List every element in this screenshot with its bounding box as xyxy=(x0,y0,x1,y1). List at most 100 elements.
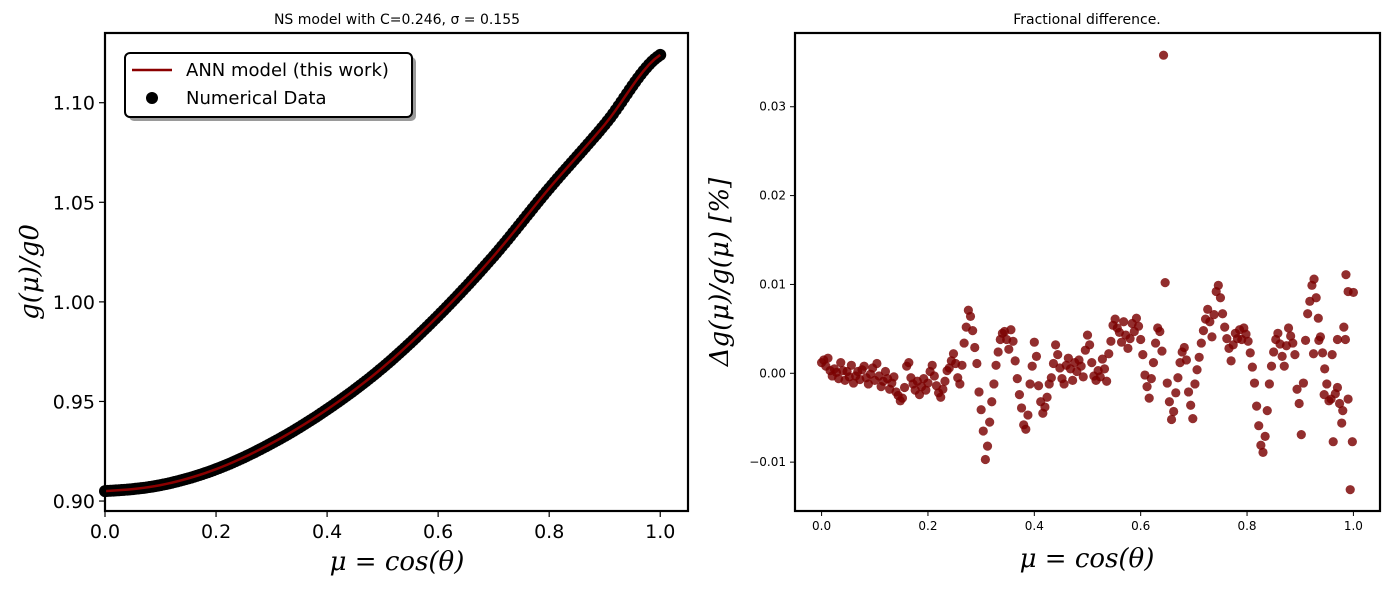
fractional-difference-point xyxy=(1262,406,1272,416)
fractional-difference-point xyxy=(980,454,990,465)
fractional-difference-point xyxy=(1164,397,1174,407)
left-x-ticks: 0.0 0.2 0.4 0.6 0.8 1.0 xyxy=(90,511,675,543)
fractional-difference-point xyxy=(1173,373,1183,383)
legend-label-ann-model: ANN model (this work) xyxy=(186,60,389,81)
fractional-difference-point xyxy=(985,417,995,427)
fractional-difference-point xyxy=(1332,382,1343,393)
fractional-difference-point xyxy=(1166,414,1177,425)
right-y-tick-label: 0.01 xyxy=(759,277,786,291)
fractional-difference-point xyxy=(1334,398,1345,409)
fractional-difference-point xyxy=(1068,375,1078,385)
fractional-difference-point xyxy=(889,372,899,382)
fractional-difference-point xyxy=(880,366,891,377)
fractional-difference-point xyxy=(1010,356,1020,366)
fractional-difference-point xyxy=(923,378,933,388)
fractional-difference-point xyxy=(1345,485,1355,495)
fractional-difference-point xyxy=(1254,421,1264,431)
fractional-difference-point xyxy=(1332,334,1343,345)
fractional-difference-point xyxy=(1119,317,1129,327)
right-plot-area xyxy=(816,50,1359,495)
fractional-difference-point xyxy=(1040,402,1050,412)
fractional-difference-point xyxy=(927,360,937,370)
fractional-difference-point xyxy=(1155,326,1165,337)
fractional-difference-point xyxy=(1169,406,1179,417)
fractional-difference-point xyxy=(1249,378,1260,388)
fractional-difference-point xyxy=(1142,382,1152,392)
fractional-difference-point xyxy=(1110,314,1120,324)
fractional-difference-point xyxy=(944,363,954,373)
fractional-difference-point xyxy=(1288,338,1298,348)
left-x-tick-label: 0.6 xyxy=(423,521,453,543)
fractional-difference-point xyxy=(1311,293,1321,303)
fractional-difference-point xyxy=(836,358,846,368)
fractional-difference-point xyxy=(1337,418,1347,428)
fractional-difference-point xyxy=(1053,350,1063,360)
fractional-difference-point xyxy=(1243,336,1253,346)
left-x-axis-label: μ = cos(θ) xyxy=(330,547,465,577)
fractional-difference-point xyxy=(1283,323,1294,333)
fractional-difference-point xyxy=(1025,379,1035,389)
fractional-difference-point xyxy=(1158,50,1169,60)
fractional-difference-point xyxy=(1269,347,1279,357)
fractional-difference-point xyxy=(1012,374,1022,384)
fractional-difference-point xyxy=(1338,406,1348,416)
fractional-difference-point xyxy=(972,358,982,369)
fractional-difference-point xyxy=(914,390,925,400)
fractional-difference-point xyxy=(1102,376,1112,386)
fractional-difference-point xyxy=(1273,328,1283,338)
fractional-difference-point xyxy=(1006,325,1016,335)
fractional-difference-point xyxy=(1076,361,1086,371)
fractional-difference-point xyxy=(1194,352,1204,362)
fractional-difference-point xyxy=(1303,309,1313,319)
right-y-tick-label: 0.02 xyxy=(759,189,786,203)
left-x-tick-label: 0.8 xyxy=(534,521,564,543)
fractional-difference-point xyxy=(1327,350,1337,360)
fractional-difference-point xyxy=(921,385,931,395)
fractional-difference-point xyxy=(1343,394,1353,404)
fractional-difference-point xyxy=(846,360,856,370)
left-x-tick-label: 0.4 xyxy=(312,521,342,543)
fractional-difference-point xyxy=(1339,322,1349,332)
fractional-difference-point xyxy=(1226,356,1236,366)
fractional-difference-point xyxy=(1116,337,1127,347)
fractional-difference-point xyxy=(1313,313,1323,323)
fractional-difference-point xyxy=(1046,373,1056,383)
fractional-difference-point xyxy=(1029,337,1039,347)
fractional-difference-point xyxy=(936,392,946,402)
fractional-difference-point xyxy=(1247,362,1257,372)
fractional-difference-point xyxy=(1095,372,1105,382)
fractional-difference-point xyxy=(1203,304,1213,314)
left-x-tick-label: 1.0 xyxy=(645,521,675,543)
fractional-difference-point xyxy=(1190,379,1200,389)
fractional-difference-point xyxy=(1104,349,1114,359)
right-y-ticks: −0.01 0.00 0.01 0.02 0.03 xyxy=(749,100,795,469)
left-y-tick-label: 0.95 xyxy=(53,391,95,413)
fractional-difference-point xyxy=(1144,393,1154,403)
fractional-difference-point xyxy=(1314,335,1324,346)
fractional-difference-point xyxy=(1063,353,1073,363)
fractional-difference-point xyxy=(1286,331,1296,341)
fractional-difference-point xyxy=(1042,392,1052,402)
fractional-difference-point xyxy=(1133,321,1144,331)
left-y-axis-label: g(μ)/g0 xyxy=(15,224,45,320)
fractional-difference-point xyxy=(1146,374,1156,384)
fractional-difference-point xyxy=(1317,348,1328,358)
fractional-difference-point xyxy=(970,342,980,353)
fractional-difference-point xyxy=(1016,403,1027,413)
left-x-tick-label: 0.0 xyxy=(90,521,120,543)
fractional-difference-point xyxy=(1059,379,1069,389)
fractional-difference-point xyxy=(978,426,988,436)
fractional-difference-point xyxy=(976,405,986,415)
fractional-difference-point xyxy=(1198,326,1209,336)
fractional-difference-point xyxy=(859,361,869,371)
fractional-difference-point xyxy=(987,397,997,407)
right-chart-title: Fractional difference. xyxy=(1013,12,1161,28)
fractional-difference-point xyxy=(1138,350,1148,360)
fractional-difference-point xyxy=(1340,334,1351,345)
right-x-tick-label: 0.0 xyxy=(812,519,831,533)
fractional-difference-point xyxy=(1150,338,1161,348)
fractional-difference-point xyxy=(872,358,882,369)
fractional-difference-point xyxy=(1222,334,1232,344)
fractional-difference-point xyxy=(1279,361,1289,371)
